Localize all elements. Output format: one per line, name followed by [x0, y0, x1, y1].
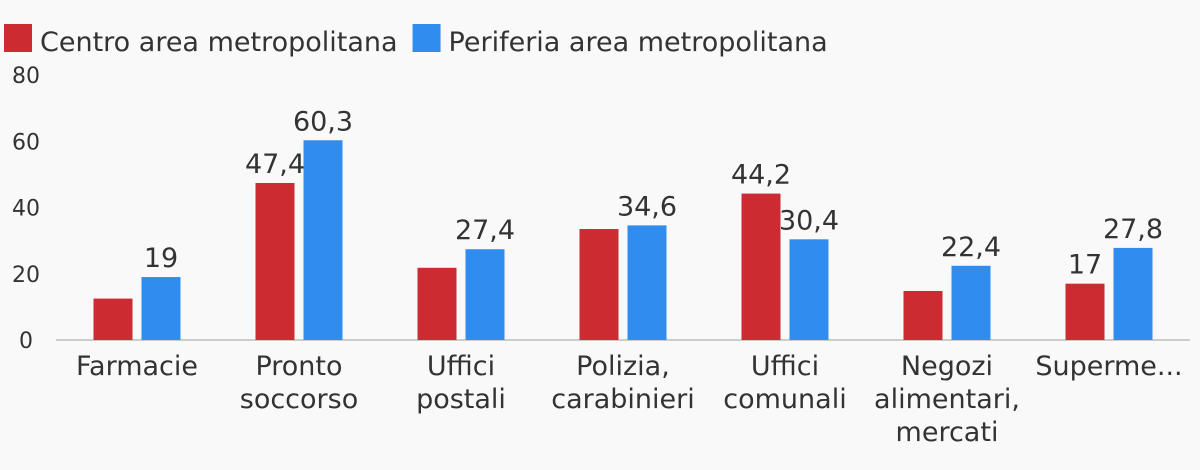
- data-label: 22,4: [941, 232, 1001, 263]
- x-tick-label: Polizia,: [576, 351, 670, 382]
- x-tick-label: mercati: [896, 417, 999, 448]
- data-label: 27,4: [455, 215, 515, 246]
- bar-periferia-5: [789, 239, 829, 340]
- y-axis: 0 20 40 60 80: [12, 64, 40, 354]
- x-tick-label: Farmacie: [76, 351, 198, 382]
- data-label: 44,2: [731, 160, 791, 191]
- bar-centro-2: [255, 182, 295, 340]
- bar-periferia-3: [465, 249, 505, 340]
- legend-label-1: Centro area metropolitana: [40, 27, 398, 58]
- data-label: 17: [1068, 250, 1102, 281]
- legend: Centro area metropolitana Periferia area …: [4, 24, 828, 58]
- bar-periferia-1: [141, 277, 181, 340]
- y-tick-label: 0: [19, 329, 33, 354]
- bar-centro-5: [741, 193, 781, 340]
- data-label: 27,8: [1103, 214, 1163, 245]
- x-tick-label: comunali: [723, 384, 846, 415]
- bar-centro-1: [93, 298, 133, 340]
- y-tick-label: 80: [12, 64, 40, 89]
- x-tick-label: Uffici: [751, 351, 819, 382]
- x-axis-labels: Farmacie ProntosoccorsoUfficipostaliPoliz…: [76, 351, 1183, 448]
- x-tick-label: alimentari,: [874, 384, 1020, 415]
- x-tick-label: soccorso: [240, 384, 358, 415]
- y-tick-label: 20: [12, 263, 40, 288]
- legend-label-2: Periferia area metropolitana: [449, 27, 828, 58]
- data-label: 47,4: [245, 149, 305, 180]
- data-label: 30,4: [779, 205, 839, 236]
- data-label: 34,6: [617, 191, 677, 222]
- bar-centro-4: [579, 229, 619, 340]
- bar-periferia-2: [303, 140, 343, 340]
- data-label: 19: [144, 243, 178, 274]
- y-tick-label: 40: [12, 197, 40, 222]
- y-tick-label: 60: [12, 130, 40, 155]
- bar-periferia-7: [1113, 247, 1153, 340]
- legend-swatch-1: [4, 24, 32, 52]
- x-tick-label: postali: [416, 384, 506, 415]
- x-tick-label: Negozi: [901, 351, 993, 382]
- x-tick-label: Uffici: [427, 351, 495, 382]
- bar-periferia-4: [627, 225, 667, 340]
- bar-periferia-6: [951, 265, 991, 340]
- bar-centro-7: [1065, 283, 1105, 340]
- data-label: 60,3: [293, 106, 353, 137]
- x-tick-label: Superme...: [1035, 351, 1182, 382]
- legend-swatch-2: [412, 24, 441, 52]
- bar-centro-6: [903, 290, 943, 340]
- x-tick-label: carabinieri: [551, 384, 695, 415]
- bar-centro-3: [417, 267, 457, 340]
- bars: [93, 140, 1153, 340]
- x-tick-label: Pronto: [255, 351, 342, 382]
